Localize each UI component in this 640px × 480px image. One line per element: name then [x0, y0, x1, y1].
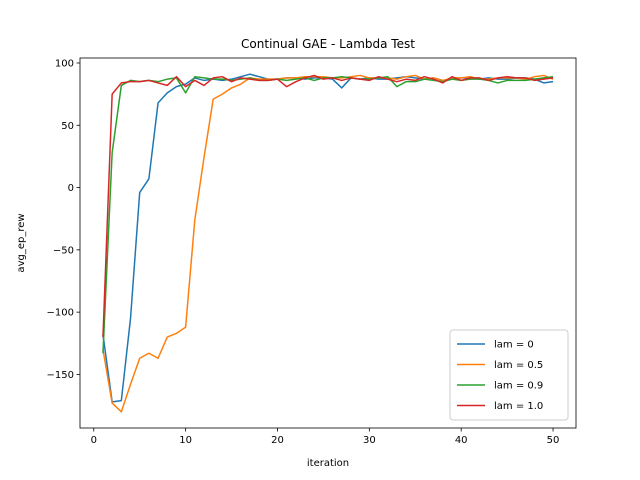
x-tick-label-3: 30	[363, 435, 376, 446]
legend-label-2: lam = 0.9	[494, 381, 543, 392]
legend-label-1: lam = 0.5	[494, 360, 543, 371]
x-tick-label-5: 50	[547, 435, 560, 446]
x-axis-label: iteration	[307, 458, 349, 469]
x-tick-label-4: 40	[455, 435, 468, 446]
x-tick-label-0: 0	[91, 435, 97, 446]
x-tick-label-1: 10	[179, 435, 192, 446]
legend: lam = 0 lam = 0.5 lam = 0.9 lam = 1.0	[449, 329, 569, 421]
legend-label-3: lam = 1.0	[494, 401, 543, 412]
y-tick-label-2: −50	[53, 245, 74, 256]
chart-title: Continual GAE - Lambda Test	[241, 37, 415, 51]
y-axis: −150 −100 −50 0 50 100	[47, 58, 80, 381]
legend-box	[449, 329, 569, 421]
series-layer	[102, 73, 554, 413]
y-tick-label-5: 100	[55, 58, 74, 69]
legend-label-0: lam = 0	[494, 340, 534, 351]
x-axis: 0 10 20 30 40 50	[91, 428, 560, 446]
y-tick-label-1: −100	[47, 308, 74, 319]
series-line-2	[102, 75, 554, 354]
y-tick-label-0: −150	[47, 370, 74, 381]
y-tick-label-3: 0	[68, 183, 74, 194]
series-line-3	[102, 74, 554, 338]
plot-frame	[79, 57, 577, 429]
x-tick-label-2: 20	[271, 435, 284, 446]
y-tick-label-4: 50	[61, 121, 74, 132]
y-axis-label: avg_ep_rew	[16, 213, 27, 272]
